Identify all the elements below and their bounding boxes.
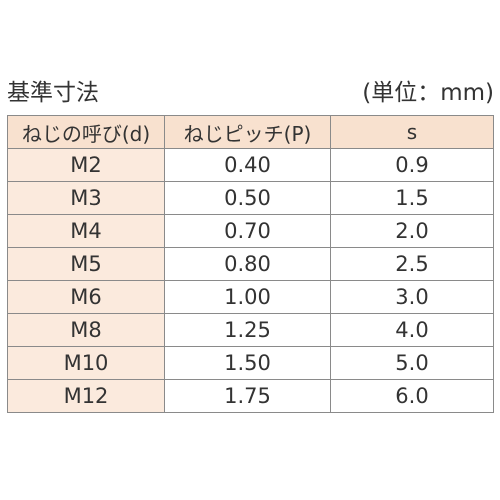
- s-cell: 4.0: [330, 313, 494, 347]
- page-title: 基準寸法: [7, 80, 99, 106]
- thread-size-cell: M8: [7, 313, 165, 347]
- pitch-cell: 1.50: [164, 346, 331, 380]
- s-cell: 5.0: [330, 346, 494, 380]
- header-thread-pitch: ねじピッチ(P): [164, 115, 331, 149]
- table-row: M6 1.00 3.0: [7, 280, 494, 314]
- pitch-cell: 0.40: [164, 148, 331, 182]
- table-row: M5 0.80 2.5: [7, 247, 494, 281]
- s-cell: 6.0: [330, 379, 494, 413]
- table-row: M2 0.40 0.9: [7, 148, 494, 182]
- pitch-cell: 1.25: [164, 313, 331, 347]
- pitch-cell: 1.75: [164, 379, 331, 413]
- pitch-cell: 0.80: [164, 247, 331, 281]
- thread-size-cell: M6: [7, 280, 165, 314]
- header-s: s: [330, 115, 494, 149]
- table-row: M12 1.75 6.0: [7, 379, 494, 413]
- table-row: M3 0.50 1.5: [7, 181, 494, 215]
- pitch-cell: 0.70: [164, 214, 331, 248]
- table-row: M4 0.70 2.0: [7, 214, 494, 248]
- s-cell: 0.9: [330, 148, 494, 182]
- thread-size-cell: M2: [7, 148, 165, 182]
- pitch-cell: 1.00: [164, 280, 331, 314]
- thread-size-cell: M5: [7, 247, 165, 281]
- thread-size-cell: M4: [7, 214, 165, 248]
- table-header-row: ねじの呼び(d) ねじピッチ(P) s: [7, 115, 494, 149]
- unit-label: (単位：mm): [362, 80, 494, 106]
- s-cell: 2.0: [330, 214, 494, 248]
- thread-size-cell: M12: [7, 379, 165, 413]
- thread-size-cell: M3: [7, 181, 165, 215]
- thread-size-cell: M10: [7, 346, 165, 380]
- pitch-cell: 0.50: [164, 181, 331, 215]
- table-row: M8 1.25 4.0: [7, 313, 494, 347]
- header-thread-size: ねじの呼び(d): [7, 115, 165, 149]
- table-row: M10 1.50 5.0: [7, 346, 494, 380]
- s-cell: 3.0: [330, 280, 494, 314]
- dimension-table: ねじの呼び(d) ねじピッチ(P) s M2 0.40 0.9 M3 0.50 …: [7, 115, 494, 413]
- s-cell: 2.5: [330, 247, 494, 281]
- s-cell: 1.5: [330, 181, 494, 215]
